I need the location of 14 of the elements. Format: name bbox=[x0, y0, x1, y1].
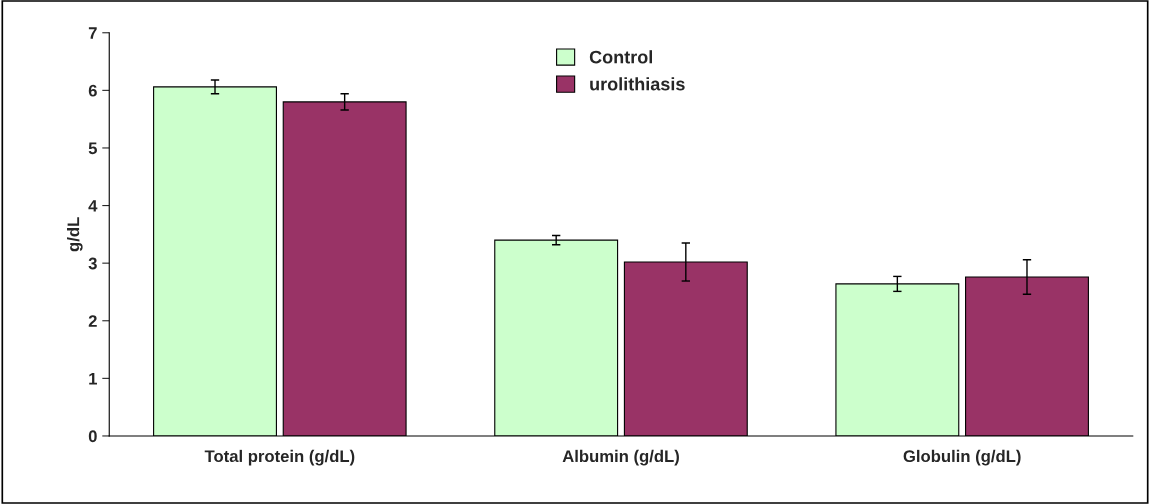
y-tick-label: 4 bbox=[88, 200, 98, 212]
x-tick-label: Albumin (g/dL) bbox=[562, 449, 679, 466]
y-tick-label: 0 bbox=[88, 430, 97, 443]
x-tick-label: Globulin (g/dL) bbox=[903, 449, 1021, 466]
x-tick-label: Total protein (g/dL) bbox=[204, 449, 355, 466]
y-tick-label: 5 bbox=[88, 142, 97, 155]
legend-label: Control bbox=[589, 50, 652, 64]
legend-label: urolithiasis bbox=[590, 77, 685, 91]
y-tick-label: 1 bbox=[89, 372, 97, 385]
y-axis-title: g/dL bbox=[67, 217, 83, 252]
y-tick-label: 3 bbox=[88, 257, 97, 270]
y-tick-label: 2 bbox=[88, 315, 97, 327]
y-tick-label: 7 bbox=[88, 27, 97, 39]
y-tick-label: 6 bbox=[88, 84, 97, 97]
